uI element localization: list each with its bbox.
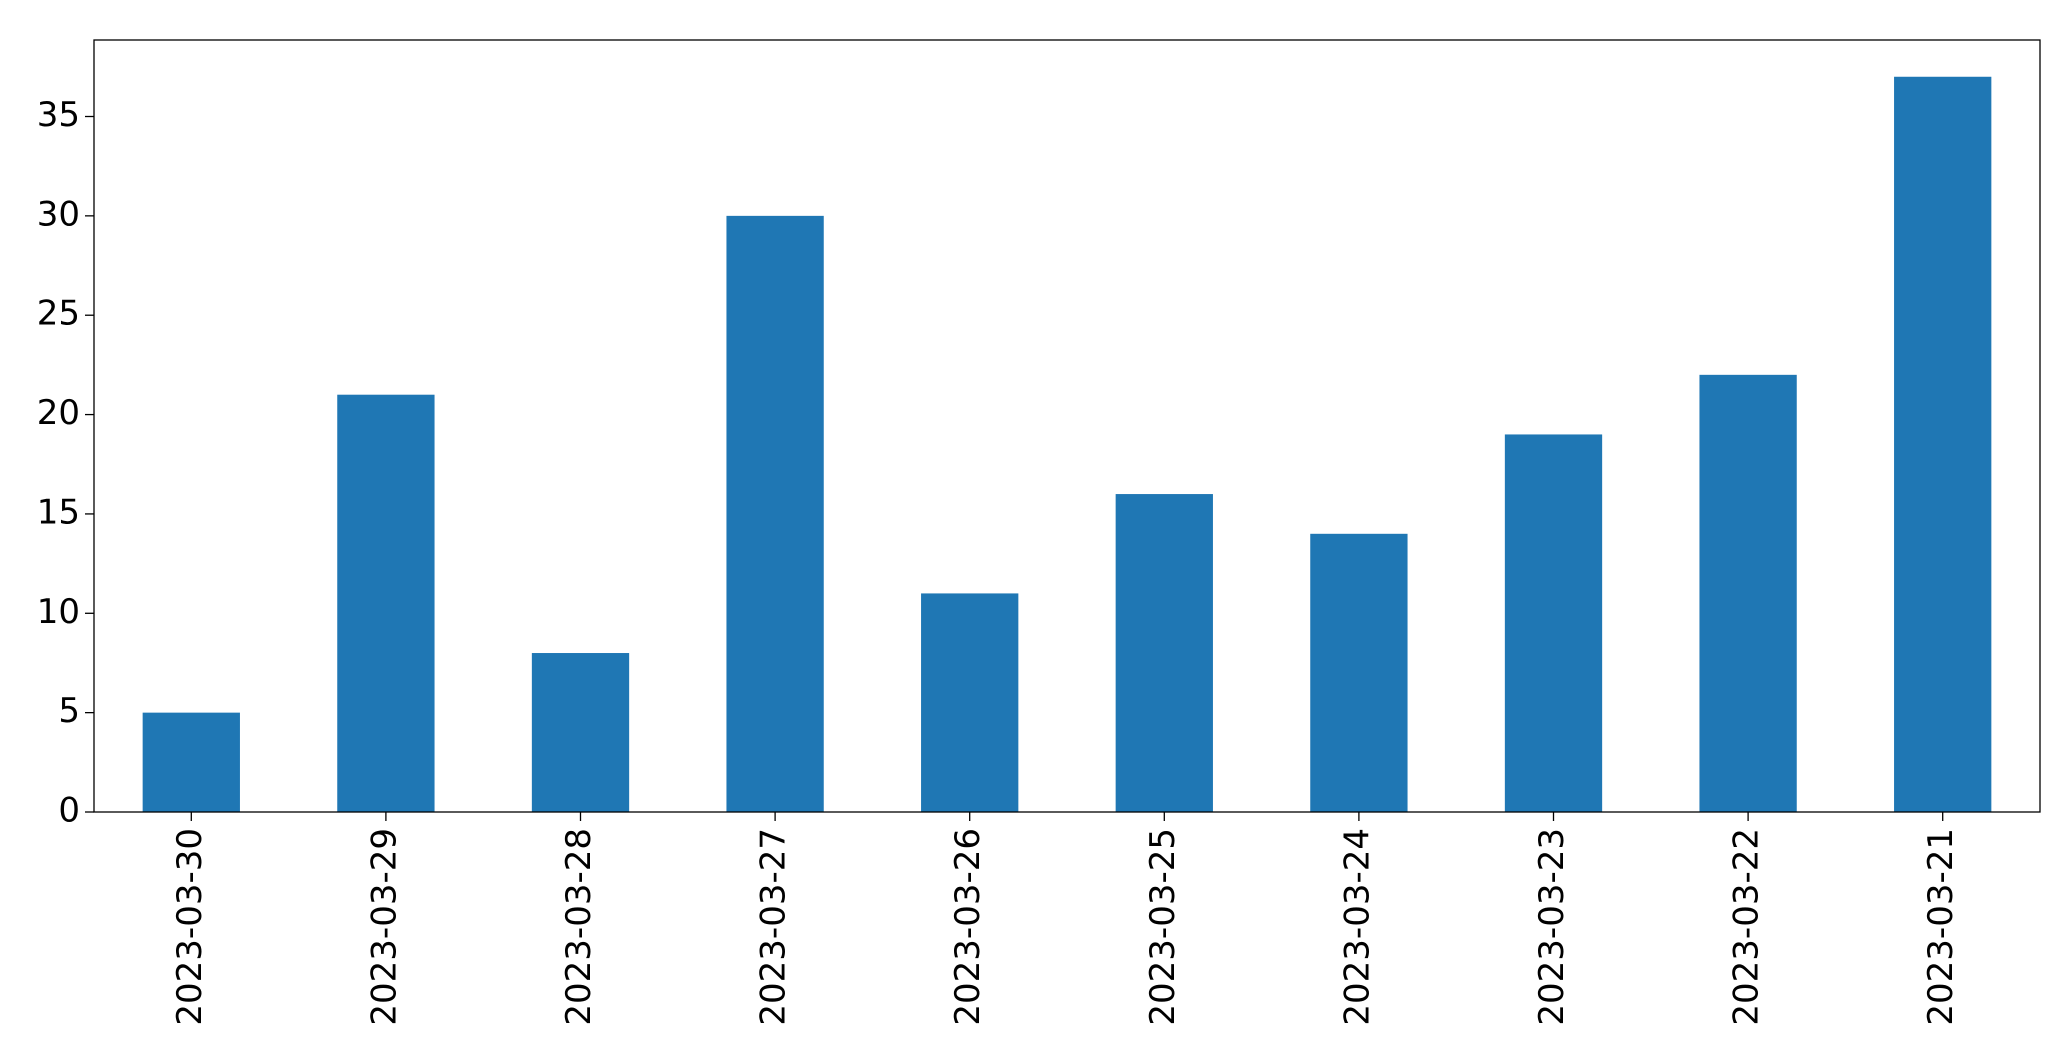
bar (1699, 374, 1797, 812)
bar (337, 394, 435, 812)
bar (921, 593, 1019, 812)
x-tick-label: 2023-03-24 (1337, 828, 1377, 1026)
x-tick-label: 2023-03-23 (1532, 828, 1572, 1026)
y-tick-label: 20 (37, 393, 80, 433)
x-tick-label: 2023-03-25 (1143, 828, 1183, 1026)
bar (726, 215, 824, 812)
y-tick-label: 10 (37, 592, 80, 632)
y-tick-label: 15 (37, 492, 80, 532)
x-tick-label: 2023-03-22 (1727, 828, 1767, 1026)
x-tick-label: 2023-03-30 (170, 828, 210, 1026)
bar (531, 653, 630, 812)
bar (1894, 76, 1992, 812)
bar (1310, 533, 1408, 812)
x-tick-label: 2023-03-27 (754, 828, 794, 1026)
y-tick-label: 25 (37, 294, 80, 334)
plot-frame (93, 39, 2041, 813)
y-tick-label: 30 (37, 194, 80, 234)
bar (1115, 494, 1213, 812)
y-tick-label: 5 (58, 691, 80, 731)
x-tick-label: 2023-03-26 (948, 828, 988, 1026)
x-tick-label: 2023-03-28 (559, 828, 599, 1026)
bar (142, 712, 240, 812)
x-tick-label: 2023-03-21 (1921, 828, 1961, 1026)
x-tick-label: 2023-03-29 (364, 828, 404, 1026)
y-tick-label: 0 (58, 791, 80, 831)
bar (1504, 434, 1603, 812)
y-tick-label: 35 (37, 95, 80, 135)
